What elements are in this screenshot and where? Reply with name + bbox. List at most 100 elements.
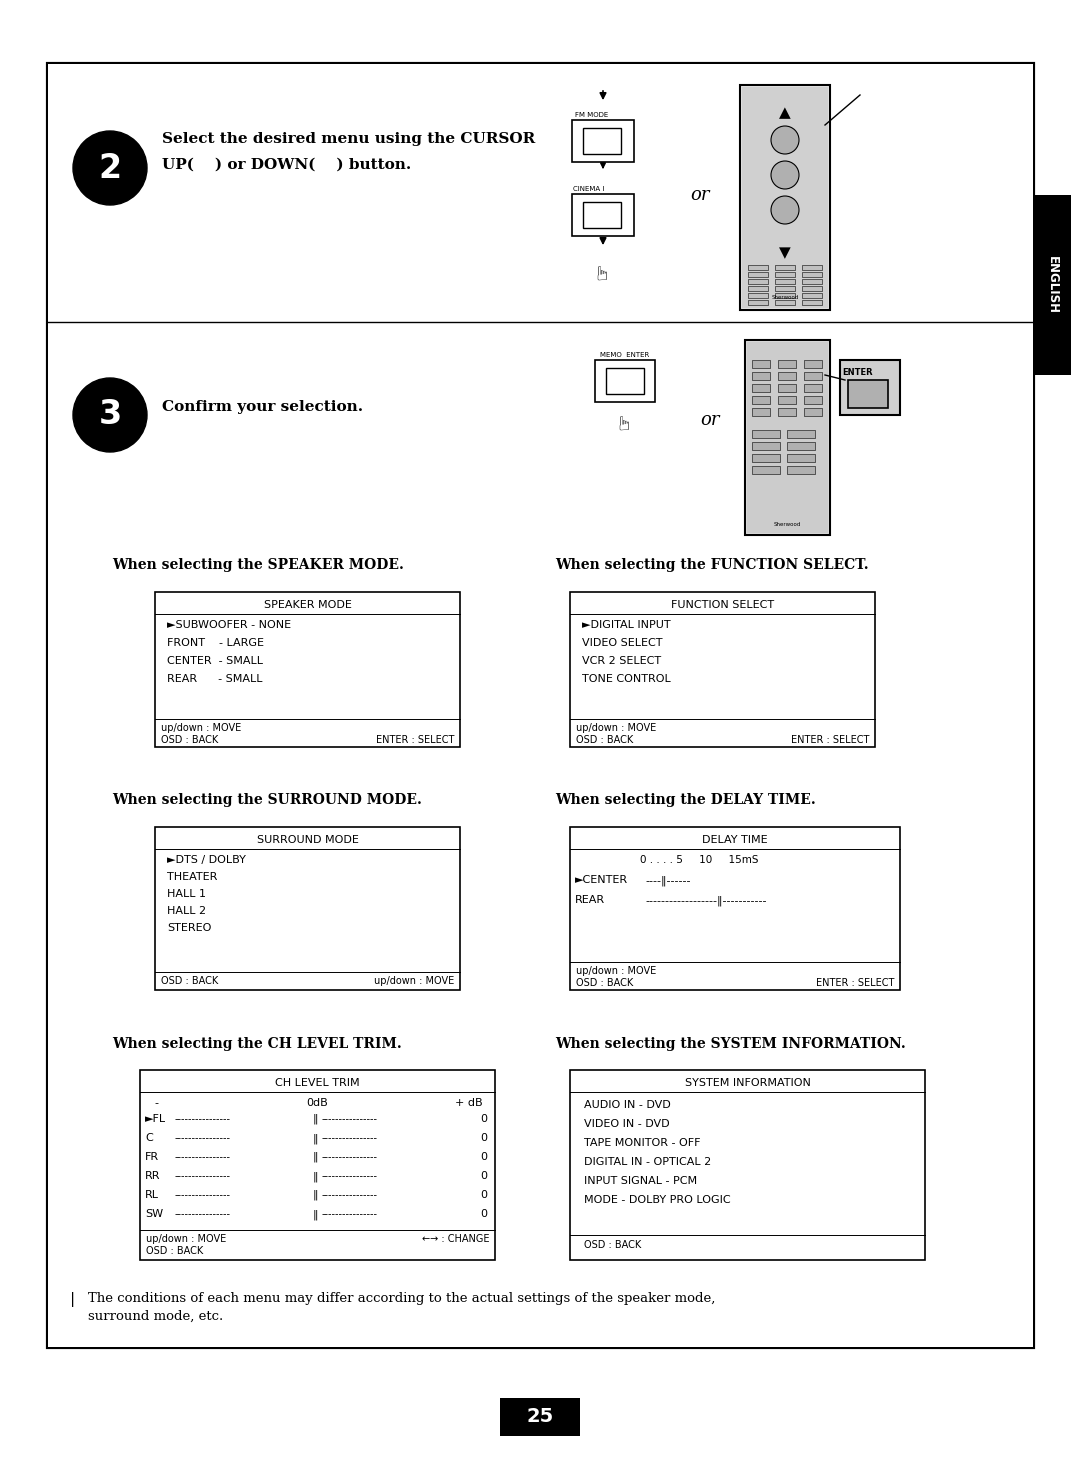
Text: 0 . . . . 5     10     15mS: 0 . . . . 5 10 15mS bbox=[640, 855, 758, 865]
Text: ----------------: ---------------- bbox=[322, 1171, 378, 1182]
Text: ----------------: ---------------- bbox=[322, 1191, 378, 1199]
Text: ----------------: ---------------- bbox=[175, 1152, 231, 1162]
Circle shape bbox=[73, 132, 147, 206]
Text: ENTER : SELECT: ENTER : SELECT bbox=[815, 978, 894, 988]
Text: 0: 0 bbox=[480, 1171, 487, 1182]
Bar bbox=[802, 293, 822, 297]
Text: + dB: + dB bbox=[456, 1097, 483, 1108]
Text: FR: FR bbox=[145, 1152, 159, 1162]
Bar bbox=[804, 408, 822, 416]
Text: ‖: ‖ bbox=[312, 1191, 318, 1201]
Text: The conditions of each menu may differ according to the actual settings of the s: The conditions of each menu may differ a… bbox=[87, 1293, 715, 1304]
Bar bbox=[48, 64, 1034, 1347]
Text: or: or bbox=[690, 186, 710, 204]
Bar bbox=[606, 368, 644, 393]
Bar bbox=[778, 359, 796, 368]
Circle shape bbox=[771, 197, 799, 223]
Bar bbox=[802, 285, 822, 291]
Text: CINEMA I: CINEMA I bbox=[573, 186, 605, 192]
Bar bbox=[752, 454, 780, 461]
Text: When selecting the SPEAKER MODE.: When selecting the SPEAKER MODE. bbox=[112, 558, 404, 572]
Text: ENTER : SELECT: ENTER : SELECT bbox=[376, 735, 454, 745]
Text: 0: 0 bbox=[480, 1208, 487, 1219]
Text: HALL 2: HALL 2 bbox=[167, 907, 206, 916]
Text: ----------------: ---------------- bbox=[175, 1114, 231, 1124]
Bar bbox=[570, 592, 875, 747]
Text: ENTER: ENTER bbox=[842, 368, 873, 377]
Text: SW: SW bbox=[145, 1208, 163, 1219]
Bar bbox=[752, 359, 770, 368]
Text: RL: RL bbox=[145, 1191, 159, 1199]
Text: CENTER  - SMALL: CENTER - SMALL bbox=[167, 657, 264, 666]
Bar bbox=[570, 827, 900, 989]
Text: ‖: ‖ bbox=[312, 1152, 318, 1162]
Circle shape bbox=[73, 379, 147, 453]
Text: ►CENTER: ►CENTER bbox=[575, 876, 629, 884]
Text: 0: 0 bbox=[480, 1133, 487, 1143]
Bar bbox=[752, 430, 780, 438]
Text: REAR: REAR bbox=[575, 895, 605, 905]
Bar bbox=[752, 385, 770, 392]
Bar bbox=[748, 265, 768, 271]
Bar bbox=[778, 408, 796, 416]
Bar bbox=[747, 342, 828, 532]
Bar bbox=[140, 1069, 495, 1260]
Text: 2: 2 bbox=[98, 151, 122, 185]
Text: 0: 0 bbox=[480, 1152, 487, 1162]
Text: OSD : BACK: OSD : BACK bbox=[576, 735, 633, 745]
Text: Sherwood: Sherwood bbox=[773, 522, 801, 527]
Text: 0: 0 bbox=[480, 1114, 487, 1124]
Bar bbox=[500, 1398, 580, 1436]
Text: C: C bbox=[145, 1133, 152, 1143]
Text: -: - bbox=[154, 1097, 158, 1108]
Bar bbox=[804, 396, 822, 404]
Text: When selecting the SYSTEM INFORMATION.: When selecting the SYSTEM INFORMATION. bbox=[555, 1037, 906, 1052]
Bar bbox=[752, 466, 780, 473]
Text: ‖: ‖ bbox=[312, 1133, 318, 1143]
Text: up/down : MOVE: up/down : MOVE bbox=[161, 723, 241, 734]
Bar bbox=[778, 385, 796, 392]
Bar bbox=[748, 280, 768, 284]
Text: FUNCTION SELECT: FUNCTION SELECT bbox=[671, 600, 774, 609]
Text: When selecting the CH LEVEL TRIM.: When selecting the CH LEVEL TRIM. bbox=[112, 1037, 402, 1052]
Text: REAR      - SMALL: REAR - SMALL bbox=[167, 674, 262, 683]
Text: When selecting the FUNCTION SELECT.: When selecting the FUNCTION SELECT. bbox=[555, 558, 868, 572]
Text: ----------------: ---------------- bbox=[175, 1208, 231, 1219]
Bar bbox=[775, 300, 795, 305]
Text: 0: 0 bbox=[480, 1191, 487, 1199]
Bar bbox=[775, 293, 795, 297]
Bar bbox=[156, 827, 460, 989]
Text: When selecting the DELAY TIME.: When selecting the DELAY TIME. bbox=[555, 793, 815, 808]
Text: OSD : BACK: OSD : BACK bbox=[161, 976, 218, 986]
Bar bbox=[752, 396, 770, 404]
Bar bbox=[787, 442, 815, 450]
Text: |: | bbox=[70, 1293, 76, 1307]
Text: RR: RR bbox=[145, 1171, 161, 1182]
Bar bbox=[1034, 195, 1071, 376]
Text: STEREO: STEREO bbox=[167, 923, 212, 933]
Text: HALL 1: HALL 1 bbox=[167, 889, 206, 899]
Text: FRONT    - LARGE: FRONT - LARGE bbox=[167, 637, 264, 648]
Text: Sherwood: Sherwood bbox=[771, 294, 799, 300]
Text: OSD : BACK: OSD : BACK bbox=[161, 735, 218, 745]
Text: ►SUBWOOFER - NONE: ►SUBWOOFER - NONE bbox=[167, 620, 292, 630]
Text: ENTER : SELECT: ENTER : SELECT bbox=[791, 735, 869, 745]
Bar bbox=[848, 380, 888, 408]
Text: VCR 2 SELECT: VCR 2 SELECT bbox=[582, 657, 661, 666]
Bar bbox=[752, 373, 770, 380]
Text: SURROUND MODE: SURROUND MODE bbox=[257, 836, 359, 845]
Bar bbox=[775, 265, 795, 271]
Text: up/down : MOVE: up/down : MOVE bbox=[576, 723, 657, 734]
Text: 3: 3 bbox=[98, 398, 122, 432]
Text: INPUT SIGNAL - PCM: INPUT SIGNAL - PCM bbox=[584, 1176, 697, 1186]
Text: ☞: ☞ bbox=[594, 262, 612, 280]
Text: MEMO  ENTER: MEMO ENTER bbox=[600, 352, 649, 358]
Bar bbox=[748, 300, 768, 305]
Text: ----------------: ---------------- bbox=[175, 1191, 231, 1199]
Bar bbox=[156, 592, 460, 747]
Text: ----------------: ---------------- bbox=[322, 1133, 378, 1143]
Text: ----------------: ---------------- bbox=[322, 1208, 378, 1219]
Text: ‖: ‖ bbox=[312, 1114, 318, 1124]
Bar bbox=[48, 64, 1034, 1347]
Text: When selecting the SURROUND MODE.: When selecting the SURROUND MODE. bbox=[112, 793, 422, 808]
